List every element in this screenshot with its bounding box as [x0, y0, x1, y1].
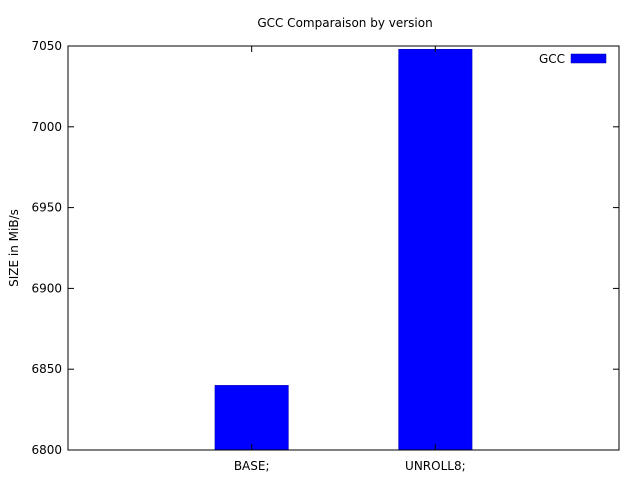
legend-swatch: [570, 53, 607, 64]
y-tick-label: 6800: [31, 443, 62, 457]
bar: [214, 385, 289, 451]
x-tick-label: BASE;: [234, 459, 270, 473]
chart-title: GCC Comparaison by version: [257, 16, 432, 30]
bar: [398, 48, 473, 451]
y-tick-label: 6900: [31, 281, 62, 295]
ticks-group: 6800 6850 6900 6950 7000 7050 BASE; UNROLL8;: [31, 39, 619, 473]
y-tick-label: 6950: [31, 201, 62, 215]
legend-label: GCC: [539, 52, 565, 66]
x-tick-label: UNROLL8;: [405, 459, 466, 473]
y-tick-label: 7000: [31, 120, 62, 134]
y-tick-label: 7050: [31, 39, 62, 53]
legend: GCC: [539, 52, 607, 66]
y-tick-label: 6850: [31, 362, 62, 376]
bars-group: [214, 48, 473, 451]
y-axis-label: SIZE in MiB/s: [7, 209, 21, 287]
plot-frame: [67, 45, 620, 451]
